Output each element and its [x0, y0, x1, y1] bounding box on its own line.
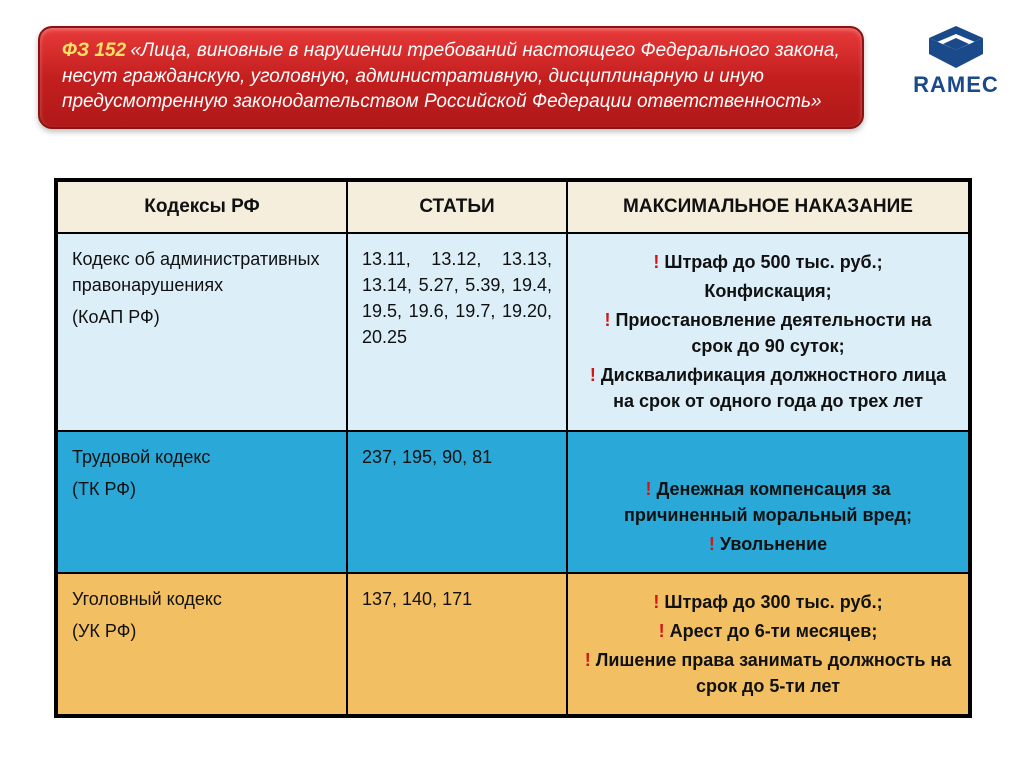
logo-text: RAMEC: [906, 72, 1006, 98]
exclamation-icon: !: [604, 310, 615, 330]
penalty-item: ! Дисквалификация должностного лица на с…: [582, 362, 954, 414]
cell-penalty: ! Денежная компенсация за причиненный мо…: [567, 431, 969, 573]
exclamation-icon: !: [653, 252, 664, 272]
cell-articles: 137, 140, 171: [347, 573, 567, 715]
codex-name: Уголовный кодекс: [72, 589, 222, 609]
table-row: Уголовный кодекс (УК РФ) 137, 140, 171 !…: [57, 573, 969, 715]
penalty-item: ! Лишение права занимать должность на ср…: [582, 647, 954, 699]
cell-articles: 237, 195, 90, 81: [347, 431, 567, 573]
exclamation-icon: !: [645, 479, 656, 499]
cell-penalty: ! Штраф до 300 тыс. руб.; ! Арест до 6-т…: [567, 573, 969, 715]
codex-sub: (ТК РФ): [72, 476, 332, 502]
table-row: Кодекс об административных правонарушени…: [57, 233, 969, 431]
table: Кодексы РФ СТАТЬИ МАКСИМАЛЬНОЕ НАКАЗАНИЕ…: [56, 180, 970, 716]
cell-articles: 13.11, 13.12, 13.13, 13.14, 5.27, 5.39, …: [347, 233, 567, 431]
th-codex: Кодексы РФ: [57, 181, 347, 233]
cell-penalty: ! Штраф до 500 тыс. руб.; Конфискация; !…: [567, 233, 969, 431]
cell-codex: Уголовный кодекс (УК РФ): [57, 573, 347, 715]
exclamation-icon: !: [585, 650, 596, 670]
penalty-table: Кодексы РФ СТАТЬИ МАКСИМАЛЬНОЕ НАКАЗАНИЕ…: [54, 178, 972, 718]
th-penalty: МАКСИМАЛЬНОЕ НАКАЗАНИЕ: [567, 181, 969, 233]
exclamation-icon: !: [709, 534, 720, 554]
law-header-box: ФЗ 152 «Лица, виновные в нарушении требо…: [38, 26, 864, 129]
codex-name: Кодекс об административных правонарушени…: [72, 249, 320, 295]
penalty-item: ! Штраф до 500 тыс. руб.;: [582, 249, 954, 275]
ramec-logo: RAMEC: [906, 24, 1006, 98]
table-row: Трудовой кодекс (ТК РФ) 237, 195, 90, 81…: [57, 431, 969, 573]
cell-codex: Кодекс об административных правонарушени…: [57, 233, 347, 431]
penalty-item: ! Штраф до 300 тыс. руб.;: [582, 589, 954, 615]
exclamation-icon: !: [590, 365, 601, 385]
th-articles: СТАТЬИ: [347, 181, 567, 233]
cell-codex: Трудовой кодекс (ТК РФ): [57, 431, 347, 573]
law-quote: «Лица, виновные в нарушении требований н…: [62, 40, 840, 112]
penalty-item: Конфискация;: [582, 278, 954, 304]
penalty-item: [582, 447, 954, 473]
codex-sub: (КоАП РФ): [72, 304, 332, 330]
ramec-logo-icon: [925, 24, 987, 70]
exclamation-icon: !: [659, 621, 670, 641]
penalty-item: ! Денежная компенсация за причиненный мо…: [582, 476, 954, 528]
codex-sub: (УК РФ): [72, 618, 332, 644]
exclamation-icon: !: [653, 592, 664, 612]
penalty-item: ! Приостановление деятельности на срок д…: [582, 307, 954, 359]
penalty-item: ! Арест до 6-ти месяцев;: [582, 618, 954, 644]
penalty-item: ! Увольнение: [582, 531, 954, 557]
law-number: ФЗ 152: [62, 40, 126, 61]
table-header-row: Кодексы РФ СТАТЬИ МАКСИМАЛЬНОЕ НАКАЗАНИЕ: [57, 181, 969, 233]
codex-name: Трудовой кодекс: [72, 447, 210, 467]
